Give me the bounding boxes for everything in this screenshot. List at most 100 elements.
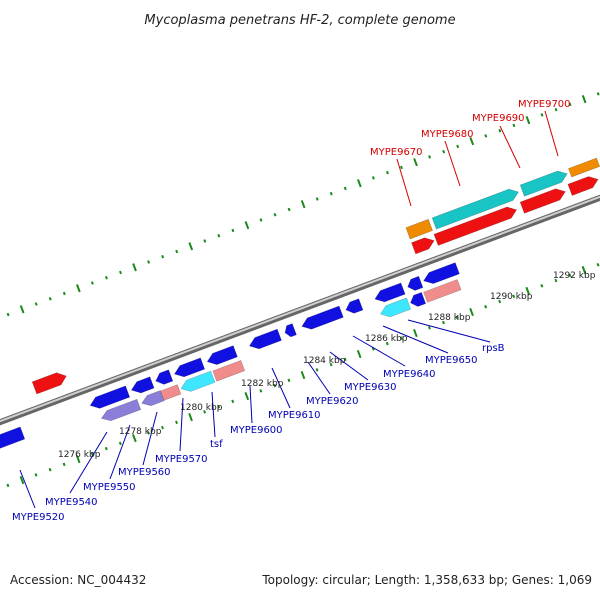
- track-tick: [273, 212, 277, 217]
- gene-arrow[interactable]: [160, 384, 182, 401]
- gene-label[interactable]: MYPE9610: [268, 410, 321, 421]
- gene-label[interactable]: MYPE9570: [155, 454, 208, 465]
- gene-arrow[interactable]: [519, 170, 568, 197]
- track-tick: [512, 123, 516, 128]
- gene-label[interactable]: MYPE9600: [230, 425, 283, 436]
- gene-arrow[interactable]: [374, 282, 406, 303]
- gene-label[interactable]: MYPE9520: [12, 512, 65, 523]
- gene-arrow[interactable]: [301, 305, 344, 330]
- gene-arrow[interactable]: [433, 206, 518, 246]
- track-tick: [596, 263, 600, 267]
- track-tick: [244, 391, 250, 401]
- gene-arrow[interactable]: [423, 262, 460, 284]
- gene-features[interactable]: [0, 144, 600, 451]
- leader-line: [109, 424, 131, 480]
- tick-label: 1284 kbp: [303, 356, 346, 366]
- gene-arrow[interactable]: [410, 291, 427, 307]
- track-tick: [554, 107, 558, 112]
- gene-arrow[interactable]: [100, 398, 142, 422]
- tick-label: 1280 kbp: [180, 403, 223, 413]
- gene-arrow[interactable]: [180, 370, 216, 392]
- gene-label[interactable]: MYPE9690: [472, 113, 525, 124]
- gene-arrow[interactable]: [155, 369, 174, 385]
- leader-line: [407, 319, 491, 343]
- track-tick: [498, 299, 502, 304]
- accession-text: Accession: NC_004432: [10, 573, 147, 587]
- gene-arrow[interactable]: [345, 298, 364, 314]
- gene-arrow[interactable]: [405, 218, 433, 240]
- track-tick: [231, 399, 235, 404]
- track-tick: [300, 200, 306, 209]
- gene-arrow[interactable]: [206, 345, 238, 365]
- track-tick: [512, 294, 516, 299]
- tick-label: 1278 kbp: [119, 427, 162, 437]
- gene-arrow[interactable]: [431, 188, 519, 230]
- leader-line: [544, 110, 559, 157]
- gene-label[interactable]: MYPE9620: [306, 396, 359, 407]
- gene-arrow[interactable]: [0, 426, 26, 451]
- track-tick: [146, 431, 150, 435]
- track-tick: [484, 134, 488, 138]
- track-tick: [132, 263, 137, 272]
- gene-label[interactable]: MYPE9680: [421, 129, 474, 140]
- track-tick: [300, 370, 306, 380]
- track-tick: [343, 357, 347, 362]
- track-tick: [19, 305, 25, 314]
- tick-label: 1276 kbp: [58, 450, 101, 460]
- track-tick: [581, 95, 587, 104]
- track-tick: [118, 441, 122, 446]
- track-tick: [456, 144, 460, 149]
- track-tick: [104, 275, 108, 280]
- reverse-gene-labels: MYPE9520 MYPE9540 MYPE9550 MYPE9560 MYPE…: [12, 343, 505, 523]
- gene-label[interactable]: MYPE9650: [425, 355, 478, 366]
- gene-arrow[interactable]: [423, 279, 462, 303]
- gene-arrow[interactable]: [380, 297, 412, 318]
- track-tick: [568, 102, 572, 107]
- track-tick: [581, 265, 587, 275]
- track-tick: [19, 476, 25, 485]
- track-tick: [287, 378, 291, 383]
- gene-arrow[interactable]: [174, 357, 206, 378]
- gene-arrow[interactable]: [407, 275, 424, 291]
- gene-label[interactable]: MYPE9640: [383, 369, 436, 380]
- leader-line: [352, 335, 406, 367]
- gene-arrow[interactable]: [411, 237, 435, 255]
- track-tick: [34, 473, 38, 477]
- gene-arrow[interactable]: [89, 385, 131, 409]
- gene-arrow[interactable]: [519, 188, 566, 214]
- gene-label[interactable]: MYPE9670: [370, 147, 423, 158]
- tick-label: 1286 kbp: [365, 334, 408, 344]
- gene-arrow[interactable]: [212, 360, 246, 382]
- gene-arrow[interactable]: [31, 372, 67, 395]
- gene-label[interactable]: MYPE9630: [344, 382, 397, 393]
- gene-label[interactable]: MYPE9700: [518, 99, 571, 110]
- track-tick: [357, 179, 362, 188]
- gene-label[interactable]: MYPE9550: [83, 482, 136, 493]
- track-tick: [399, 336, 403, 341]
- track-tick: [371, 176, 375, 180]
- tick-label: 1292 kbp: [553, 271, 596, 281]
- gene-label[interactable]: rpsB: [482, 343, 505, 354]
- leader-line: [396, 158, 412, 207]
- track-tick: [231, 228, 235, 233]
- gene-arrow[interactable]: [248, 328, 282, 350]
- track-tick: [90, 281, 94, 285]
- track-tick: [540, 113, 544, 117]
- forward-gene-labels: MYPE9670 MYPE9680 MYPE9690 MYPE9700: [370, 99, 571, 158]
- gene-arrow[interactable]: [568, 157, 600, 178]
- track-tick: [175, 249, 179, 254]
- gene-label[interactable]: MYPE9540: [45, 497, 98, 508]
- leader-line: [271, 367, 291, 409]
- track-tick: [329, 191, 333, 196]
- gene-arrow[interactable]: [567, 176, 599, 196]
- track-tick: [48, 296, 52, 301]
- gene-arrow[interactable]: [284, 323, 297, 338]
- backbone-highlight: [0, 195, 600, 423]
- gene-arrow[interactable]: [141, 390, 165, 407]
- gene-label[interactable]: tsf: [210, 439, 223, 450]
- gene-arrow[interactable]: [130, 376, 155, 394]
- gene-label[interactable]: MYPE9560: [118, 467, 171, 478]
- track-tick: [62, 462, 66, 467]
- track-tick: [568, 273, 572, 278]
- track-tick: [147, 260, 151, 264]
